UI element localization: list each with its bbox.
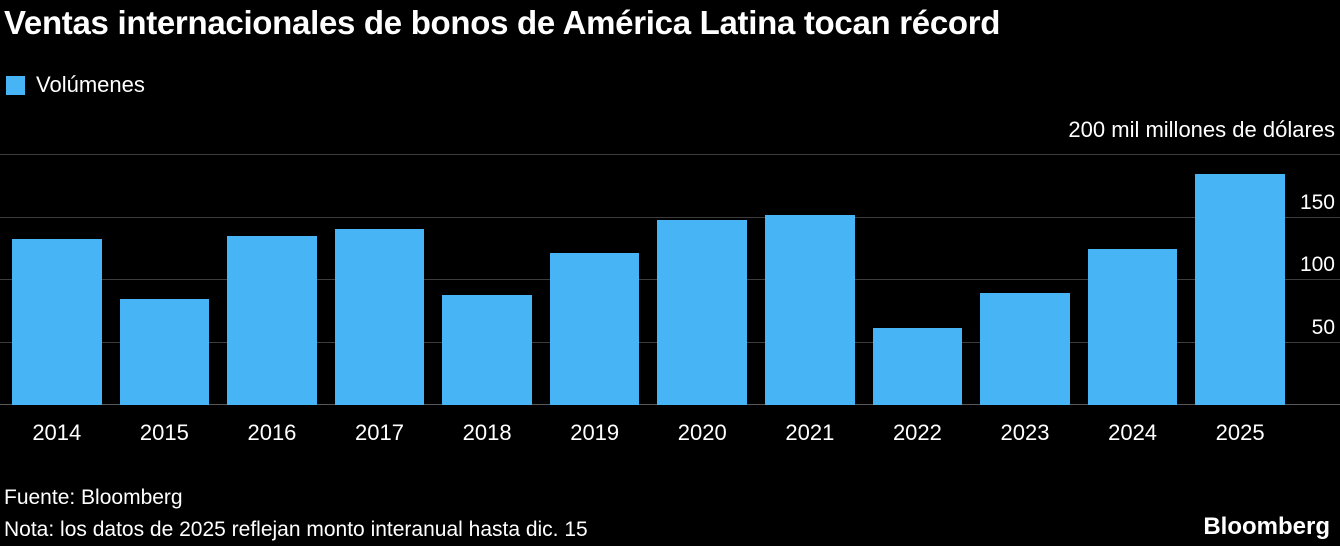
source-note: Fuente: Bloomberg xyxy=(4,486,183,509)
bar-2015 xyxy=(119,298,210,405)
bloomberg-logo: Bloomberg xyxy=(1203,513,1330,540)
x-tick-label-2024: 2024 xyxy=(1108,420,1158,445)
legend-swatch xyxy=(6,75,25,95)
bar-2021 xyxy=(765,215,855,405)
x-tick-label-2019: 2019 xyxy=(570,420,620,445)
bar-2018 xyxy=(442,295,532,405)
x-tick-label-2017: 2017 xyxy=(355,420,404,445)
bar-2022 xyxy=(872,327,963,405)
legend-label: Volúmenes xyxy=(36,72,145,97)
bar-2025 xyxy=(1195,173,1285,405)
bar-2016 xyxy=(227,236,317,405)
chart-title: Ventas internacionales de bonos de Améri… xyxy=(4,4,1001,41)
x-tick-label-2015: 2015 xyxy=(139,420,189,445)
bar-2023 xyxy=(980,292,1070,405)
x-tick-label-2022: 2022 xyxy=(892,420,942,445)
data-note: Nota: los datos de 2025 reflejan monto i… xyxy=(4,518,588,541)
gridline-200 xyxy=(0,154,1340,155)
bar-2017 xyxy=(334,228,425,405)
y-tick-label-100: 100 xyxy=(1299,253,1335,276)
bars-container xyxy=(12,155,1285,405)
x-tick-label-2023: 2023 xyxy=(1000,420,1050,445)
legend: Volúmenes xyxy=(6,72,145,98)
bar-2019 xyxy=(549,252,640,405)
bar-2024 xyxy=(1087,248,1178,405)
x-axis: 2014 2015 2016 2017 2018 2019 2020 2021 2022 2023… xyxy=(12,420,1285,446)
x-tick-label-2021: 2021 xyxy=(785,420,835,445)
plot-area: 50 100 150 xyxy=(0,154,1340,405)
x-tick-label-2020: 2020 xyxy=(677,420,727,445)
x-tick-label-2018: 2018 xyxy=(462,420,512,445)
y-tick-label-50: 50 xyxy=(1311,315,1335,339)
bar-2020 xyxy=(657,220,748,405)
x-tick-label-2016: 2016 xyxy=(247,420,297,445)
gridline-150 xyxy=(0,216,1340,218)
bar-2014 xyxy=(12,238,102,405)
x-tick-label-2014: 2014 xyxy=(32,420,82,445)
y-tick-label-150: 150 xyxy=(1299,190,1335,214)
axis-unit-label: 200 mil millones de dólares xyxy=(1068,117,1335,142)
x-tick-label-2025: 2025 xyxy=(1215,420,1265,445)
